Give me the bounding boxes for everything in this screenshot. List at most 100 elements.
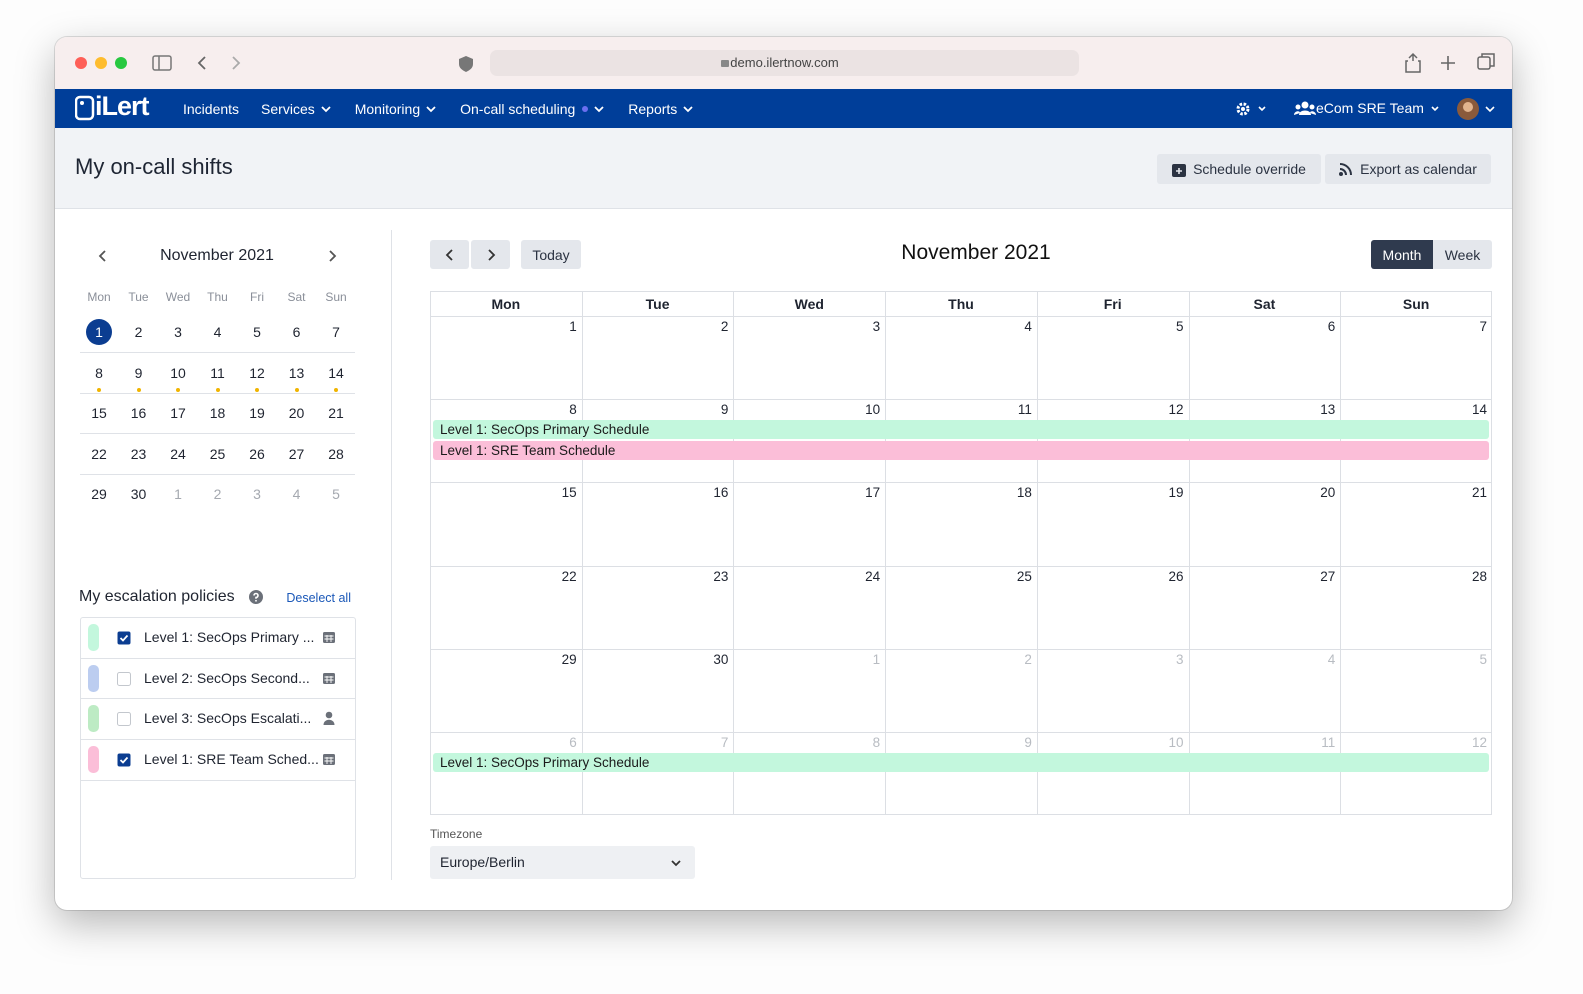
mini-day[interactable]: 18 <box>209 405 226 421</box>
nav-item[interactable]: Monitoring <box>355 101 438 117</box>
day-number[interactable]: 27 <box>1320 568 1336 584</box>
policy-icon[interactable] <box>322 671 336 685</box>
day-number[interactable]: 11 <box>1321 735 1336 750</box>
day-number[interactable]: 28 <box>1471 568 1487 584</box>
day-number[interactable]: 9 <box>1024 735 1032 750</box>
mini-day[interactable]: 14 <box>328 364 344 381</box>
mini-day[interactable]: 7 <box>332 324 340 340</box>
day-number[interactable]: 30 <box>713 651 729 667</box>
day-number[interactable]: 4 <box>1024 319 1032 334</box>
checkbox[interactable] <box>117 753 131 767</box>
mini-day[interactable]: 12 <box>249 364 265 381</box>
mini-day[interactable]: 1 <box>174 486 182 502</box>
mini-day[interactable]: 20 <box>288 405 305 421</box>
mini-day[interactable]: 15 <box>91 405 107 421</box>
day-number[interactable]: 12 <box>1168 402 1184 418</box>
mini-day[interactable]: 17 <box>170 405 186 421</box>
day-number[interactable]: 17 <box>865 485 881 501</box>
mini-day[interactable]: 4 <box>292 486 301 502</box>
mini-day[interactable]: 21 <box>328 405 344 421</box>
policy-icon[interactable] <box>322 630 336 644</box>
export-calendar-button[interactable]: Export as calendar <box>1325 154 1491 184</box>
nav-item[interactable]: Services <box>261 101 333 117</box>
day-number[interactable]: 8 <box>569 402 577 418</box>
mini-day[interactable]: 24 <box>170 445 186 462</box>
mini-day[interactable]: 23 <box>130 445 147 462</box>
mini-day[interactable]: 29 <box>91 486 107 502</box>
mini-day[interactable]: 11 <box>210 364 225 381</box>
settings-icon[interactable] <box>1235 100 1271 118</box>
mini-day[interactable]: 10 <box>170 364 186 381</box>
day-number[interactable]: 18 <box>1016 485 1032 501</box>
mini-day[interactable]: 26 <box>249 445 265 462</box>
day-number[interactable]: 1 <box>569 319 577 334</box>
avatar[interactable] <box>1456 97 1498 121</box>
nav-item[interactable]: Incidents <box>183 101 239 117</box>
event-bar[interactable]: Level 1: SecOps Primary Schedule <box>433 753 1489 772</box>
day-number[interactable]: 20 <box>1320 485 1336 501</box>
checkbox[interactable] <box>117 712 131 727</box>
policy-icon[interactable] <box>322 752 336 766</box>
checkbox[interactable] <box>117 671 131 686</box>
day-number[interactable]: 1 <box>872 651 881 667</box>
day-number[interactable]: 3 <box>872 319 881 334</box>
day-number[interactable]: 13 <box>1320 402 1336 418</box>
team-selector[interactable]: eCom SRE Team <box>1316 100 1424 116</box>
day-number[interactable]: 7 <box>1479 319 1487 334</box>
mini-day[interactable]: 8 <box>95 364 103 381</box>
mini-day[interactable]: 25 <box>209 445 226 462</box>
mini-day[interactable]: 1 <box>95 324 103 340</box>
day-number[interactable]: 2 <box>1024 651 1032 667</box>
logo[interactable]: iLert <box>95 91 150 121</box>
mini-day[interactable]: 30 <box>130 486 147 502</box>
day-number[interactable]: 8 <box>872 735 881 750</box>
next-button[interactable] <box>471 240 510 269</box>
mini-day[interactable]: 5 <box>253 324 261 340</box>
today-button[interactable]: Today <box>521 240 581 269</box>
view-button[interactable]: Week <box>1433 240 1492 269</box>
prev-month[interactable] <box>96 249 110 263</box>
mini-day[interactable]: 19 <box>249 405 265 421</box>
schedule-override-button[interactable]: Schedule override <box>1157 154 1321 184</box>
day-number[interactable]: 5 <box>1176 319 1184 334</box>
day-number[interactable]: 25 <box>1016 568 1032 584</box>
day-number[interactable]: 10 <box>1168 735 1184 750</box>
mini-day[interactable]: 6 <box>292 324 301 340</box>
day-number[interactable]: 7 <box>720 735 729 750</box>
mini-day[interactable]: 4 <box>213 324 222 340</box>
next-month[interactable] <box>325 249 339 263</box>
day-number[interactable]: 12 <box>1471 735 1487 750</box>
mini-day[interactable]: 13 <box>288 364 305 381</box>
event-bar[interactable]: Level 1: SecOps Primary Schedule <box>433 420 1489 440</box>
day-number[interactable]: 6 <box>569 735 577 750</box>
day-number[interactable]: 14 <box>1471 402 1487 418</box>
day-number[interactable]: 10 <box>865 402 881 418</box>
day-number[interactable]: 2 <box>720 319 729 334</box>
day-number[interactable]: 3 <box>1176 651 1184 667</box>
mini-day[interactable]: 5 <box>332 486 340 502</box>
mini-day[interactable]: 22 <box>91 445 107 462</box>
day-number[interactable]: 15 <box>561 485 577 501</box>
mini-day[interactable]: 2 <box>134 324 143 340</box>
view-button[interactable]: Month <box>1371 240 1433 269</box>
day-number[interactable]: 21 <box>1471 485 1487 501</box>
day-number[interactable]: 19 <box>1168 485 1184 501</box>
day-number[interactable]: 6 <box>1327 319 1336 334</box>
prev-button[interactable] <box>430 240 469 269</box>
day-number[interactable]: 22 <box>561 568 577 584</box>
mini-day[interactable]: 16 <box>130 405 147 421</box>
day-number[interactable]: 5 <box>1479 651 1487 667</box>
policy-icon[interactable] <box>322 711 336 726</box>
day-number[interactable]: 4 <box>1327 651 1336 667</box>
day-number[interactable]: 23 <box>713 568 729 584</box>
day-number[interactable]: 11 <box>1017 402 1032 418</box>
mini-day[interactable]: 28 <box>328 445 344 462</box>
day-number[interactable]: 9 <box>720 402 729 418</box>
mini-day[interactable]: 27 <box>288 445 305 462</box>
nav-item[interactable]: Reports <box>628 101 695 117</box>
checkbox[interactable] <box>117 631 131 645</box>
day-number[interactable]: 26 <box>1168 568 1184 584</box>
deselect-all[interactable]: Deselect all <box>286 591 351 605</box>
mini-day[interactable]: 2 <box>213 486 222 502</box>
day-number[interactable]: 16 <box>713 485 729 501</box>
